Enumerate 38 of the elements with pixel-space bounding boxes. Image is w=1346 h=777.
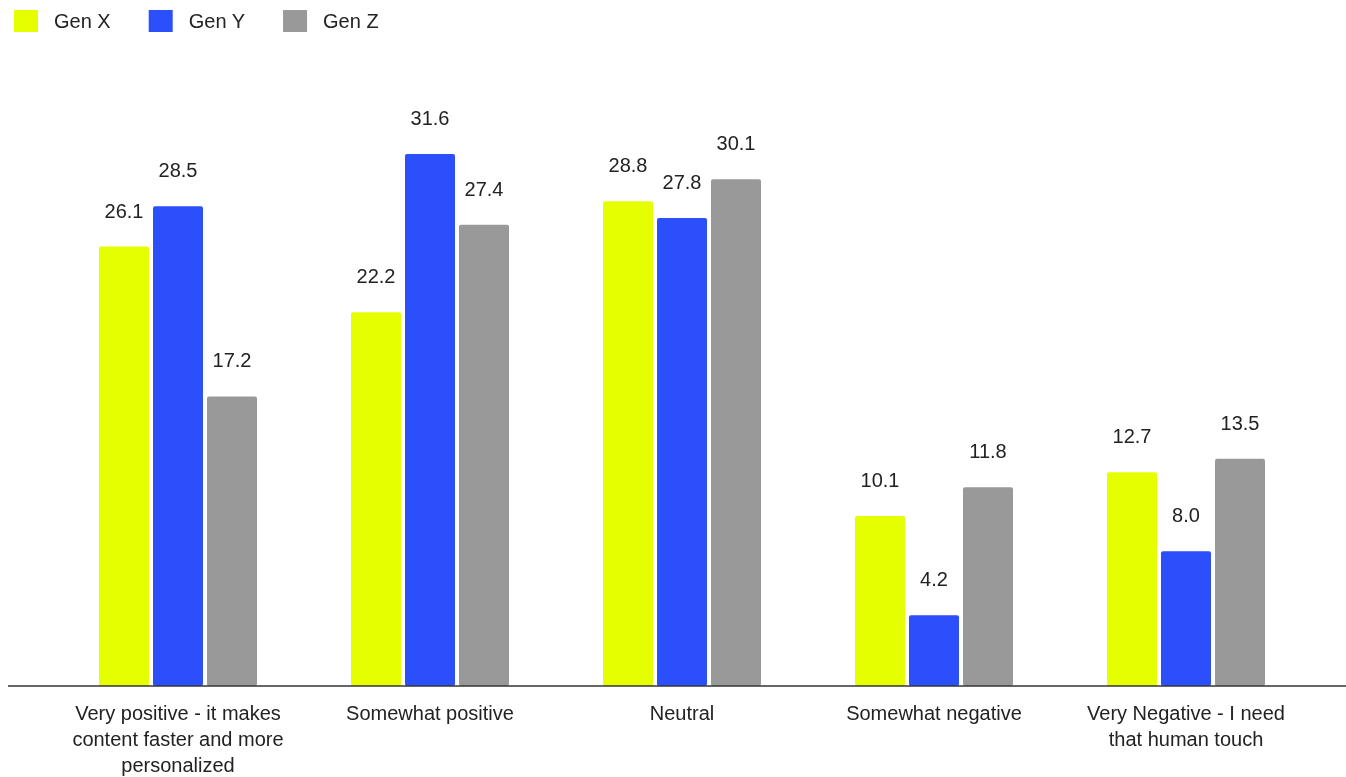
data-label: 10.1 xyxy=(860,468,900,491)
bar xyxy=(603,201,653,686)
bar xyxy=(459,224,509,686)
data-label: 4.2 xyxy=(920,568,948,591)
data-label: 11.8 xyxy=(969,440,1007,463)
data-label: 27.8 xyxy=(662,170,702,193)
bar xyxy=(855,515,905,686)
bar xyxy=(405,154,455,686)
legend-label: Gen Z xyxy=(323,10,379,32)
x-tick-label: Somewhat negative xyxy=(846,702,1022,724)
data-label: 31.6 xyxy=(410,107,450,129)
bar xyxy=(153,206,203,686)
data-label: 22.2 xyxy=(356,265,396,288)
bar xyxy=(207,396,257,686)
data-label: 26.1 xyxy=(104,199,144,222)
bar xyxy=(711,179,761,686)
x-tick-label: Neutral xyxy=(649,702,715,724)
data-label: 13.5 xyxy=(1220,411,1260,434)
data-label: 12.7 xyxy=(1112,425,1152,448)
data-label: 27.4 xyxy=(464,177,504,200)
bar xyxy=(657,217,707,686)
bar xyxy=(963,487,1013,686)
legend-label: Gen Y xyxy=(188,10,246,32)
x-tick-label: Very Negative - I need that human touch xyxy=(1087,702,1285,750)
data-label: 28.5 xyxy=(158,159,198,182)
legend-label: Gen X xyxy=(54,10,111,32)
bar xyxy=(1107,472,1157,686)
x-tick-label: Somewhat positive xyxy=(346,702,514,724)
bar xyxy=(99,246,149,686)
bar xyxy=(1161,551,1211,686)
data-label: 30.1 xyxy=(716,132,756,155)
x-tick-label: Very positive - it makes content faster and more personalized xyxy=(72,702,284,776)
data-label: 8.0 xyxy=(1172,504,1200,527)
data-label: 28.8 xyxy=(608,154,648,177)
bar xyxy=(909,615,959,686)
bar xyxy=(1215,458,1265,686)
data-label: 17.2 xyxy=(212,349,252,372)
bar xyxy=(351,312,401,686)
